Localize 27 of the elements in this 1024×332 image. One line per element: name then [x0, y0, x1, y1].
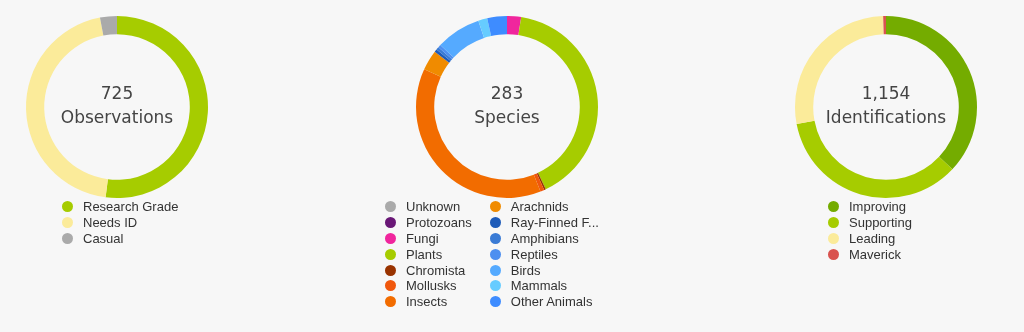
text: Observations — [60, 107, 174, 128]
legend-label: Other Animals — [510, 294, 593, 310]
legend-label: Research Grade — [83, 199, 179, 215]
legend-label: Leading — [849, 230, 896, 246]
legend-label: Mammals — [510, 278, 568, 294]
legend-label: Amphibians — [510, 230, 579, 246]
legend-label: Reptiles — [510, 246, 558, 262]
legend-label: Plants — [406, 246, 443, 262]
legend-label: Arachnids — [510, 199, 569, 215]
text: Identifications — [825, 107, 947, 128]
text: 283 — [490, 83, 524, 104]
text: 1,154 — [861, 83, 911, 104]
legend-label: Chromista — [406, 262, 466, 278]
legend-label: Casual — [83, 230, 124, 246]
legend-label: Fungi — [406, 230, 439, 246]
legend-label: Improving — [849, 199, 907, 215]
legend-label: Supporting — [849, 215, 912, 231]
text: 725 — [100, 83, 134, 104]
text: Species — [474, 107, 540, 128]
legend-label: Maverick — [849, 246, 902, 262]
legend-label: Unknown — [406, 199, 461, 215]
legend-label: Ray-Finned F... — [510, 215, 599, 231]
legend-label: Needs ID — [83, 215, 138, 231]
legend-label: Insects — [406, 294, 448, 310]
legend-label: Mollusks — [406, 278, 457, 294]
legend-label: Birds — [510, 262, 541, 278]
legend-label: Protozoans — [406, 215, 472, 231]
